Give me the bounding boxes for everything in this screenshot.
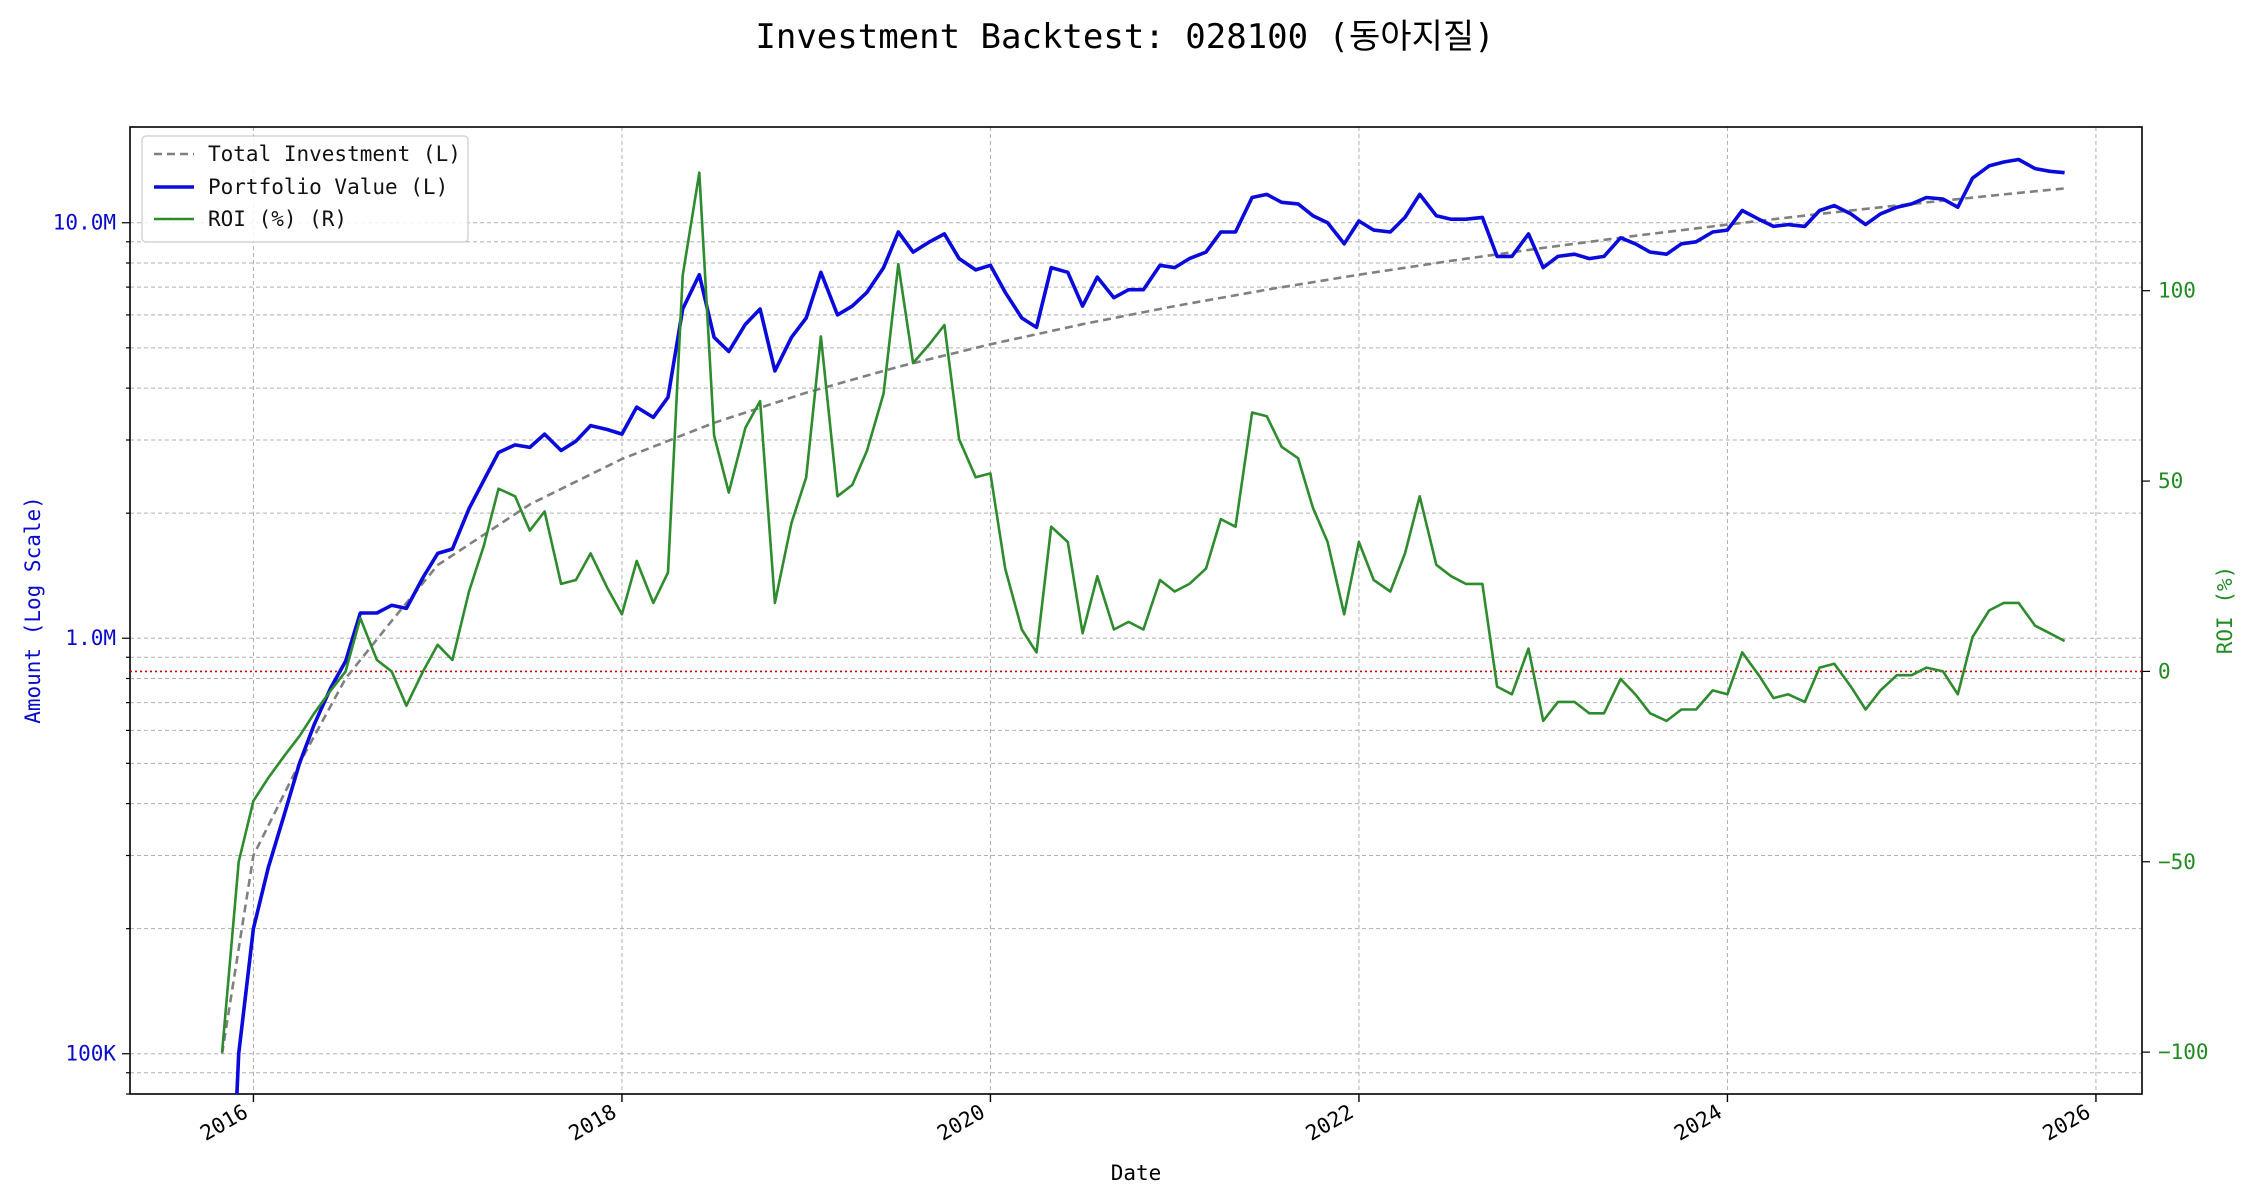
x-tick-label: 2024 xyxy=(1670,1100,1726,1146)
chart-title: Investment Backtest: 028100 (동아지질) xyxy=(755,17,1494,57)
left-y-tick-label: 100K xyxy=(65,1042,116,1066)
legend-label-portfolio-value: Portfolio Value (L) xyxy=(208,175,448,199)
plot-frame xyxy=(129,126,2143,1095)
left-y-tick-label: 1.0M xyxy=(65,626,116,650)
right-y-tick-label: 50 xyxy=(2158,469,2183,493)
legend-label-total-investment: Total Investment (L) xyxy=(208,142,461,166)
x-tick-label: 2018 xyxy=(565,1100,621,1146)
x-tick-label: 2020 xyxy=(933,1100,989,1146)
left-y-axis-ticks: 100K 1.0M 10.0M xyxy=(53,211,130,1095)
legend-label-roi: ROI (%) (R) xyxy=(208,207,347,231)
right-y-tick-label: 0 xyxy=(2158,659,2171,683)
series-line-total-investment xyxy=(220,187,2065,1054)
legend-box xyxy=(141,135,469,243)
legend: Total Investment (L) Portfolio Value (L)… xyxy=(141,135,469,243)
right-y-tick-label: −100 xyxy=(2158,1040,2209,1064)
x-axis-ticks: 2016 2018 2020 2022 2024 2026 xyxy=(196,1094,2097,1146)
x-tick-label: 2026 xyxy=(2039,1100,2095,1146)
right-y-tick-label: 100 xyxy=(2158,279,2196,303)
series-line-portfolio-value xyxy=(235,157,2065,1095)
left-y-axis-label: Amount (Log Scale) xyxy=(21,496,45,724)
series-line-roi xyxy=(220,171,2066,1053)
series-layer xyxy=(220,157,2066,1095)
right-y-axis-label: ROI (%) xyxy=(2213,566,2237,655)
x-tick-label: 2022 xyxy=(1302,1100,1358,1146)
right-y-tick-label: −50 xyxy=(2158,850,2196,874)
x-axis-label: Date xyxy=(1111,1161,1162,1185)
left-y-tick-label: 10.0M xyxy=(53,211,116,235)
right-y-axis-ticks: −100 −50 0 50 100 xyxy=(2142,279,2209,1064)
grid-lines xyxy=(130,127,2142,1095)
x-tick-label: 2016 xyxy=(196,1100,252,1146)
